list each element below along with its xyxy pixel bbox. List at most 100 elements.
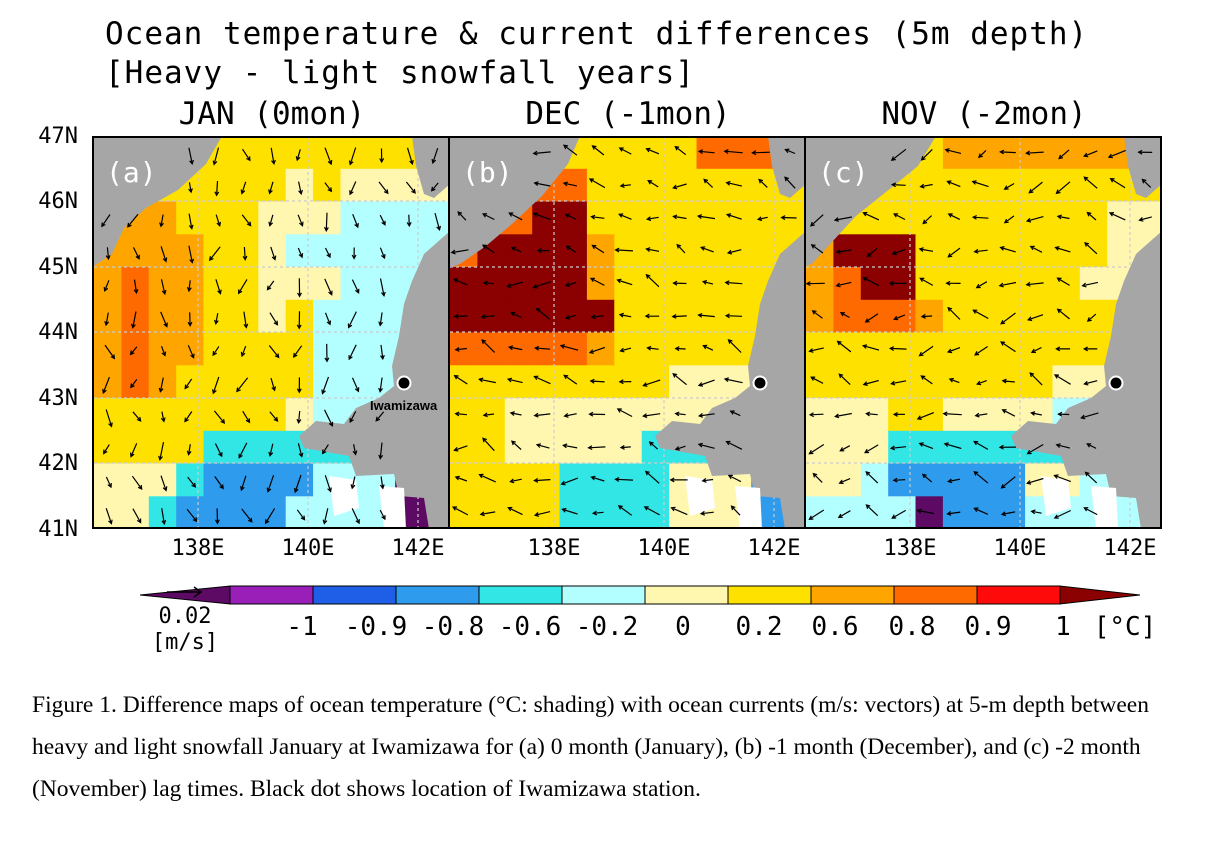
current-vector [241,214,252,227]
map-panel-b: (b) [450,136,806,529]
current-vector [510,440,522,450]
colorbar-label: 0.6 [811,612,859,642]
panel-c-title: NOV (-2mon) [881,96,1087,132]
current-vector [1025,281,1044,287]
current-vector [129,346,138,356]
current-vector [806,281,825,287]
current-vector [565,245,577,253]
current-vector [702,344,714,351]
current-vector [131,311,137,329]
current-vector [891,509,906,519]
current-vector [295,149,301,162]
current-vector [241,508,253,523]
current-vector [918,345,934,357]
colorbar-segment [810,585,895,605]
current-vector [725,180,743,187]
current-vector [811,310,823,319]
current-vector [1083,380,1098,386]
current-vector [236,377,249,393]
panel-a-title: JAN (0mon) [178,96,366,132]
current-vector [614,247,634,253]
current-vector [918,247,934,252]
current-vector [1141,178,1152,188]
current-vector [1083,150,1098,158]
figure-title-line1: Ocean temperature & current differences … [105,16,1089,52]
current-vector [973,507,989,515]
current-vector [562,144,578,156]
current-vector [1027,314,1044,322]
current-vector [588,346,606,354]
current-vector [212,346,220,357]
current-vector [701,478,714,483]
current-vector [564,281,577,287]
colorbar-label: 1 [1055,612,1071,642]
current-vector [481,244,495,254]
current-vector [243,311,249,329]
current-vector [1080,412,1099,420]
current-vector [703,178,714,188]
current-vector [808,347,824,353]
reference-vector-arrow [167,586,203,598]
current-vector [833,216,853,222]
current-vector [866,247,878,258]
current-vector [919,183,933,189]
current-vector [378,181,389,195]
colorbar-label: -0.8 [421,612,485,642]
current-vector [701,280,714,285]
current-vector [700,246,714,253]
current-vector [240,181,247,195]
current-vector [837,510,851,519]
current-vector [104,312,110,327]
current-vector [890,182,906,188]
current-vector [892,477,906,483]
current-vector [619,183,631,189]
current-vector [322,508,329,525]
current-vector [1003,182,1015,190]
current-vector [780,215,797,221]
current-vector [1025,216,1044,223]
current-vector [266,475,275,493]
current-vector [482,412,495,418]
current-vector [102,376,110,395]
current-vector [944,148,962,154]
current-vector [590,475,605,482]
current-vector [160,311,168,328]
current-vector [644,313,660,319]
panel-letter: (a) [106,156,157,189]
colorbar-segment [644,585,729,605]
colorbar-segment [229,585,314,605]
no-data-area [1041,476,1118,529]
current-vector [1025,150,1044,156]
current-vector [616,408,633,418]
current-vector [922,215,933,225]
current-vector [131,475,143,491]
current-vector [533,181,551,187]
colorbar-label: -0.9 [344,612,408,642]
current-vector [379,247,386,260]
current-vector [450,249,469,255]
current-vector [888,280,907,286]
panel-letter: (b) [462,156,513,189]
current-vector [865,471,879,484]
current-vector [351,377,360,393]
station-dot [752,375,768,391]
current-vector [348,344,357,361]
current-vector [349,411,357,424]
grid-cell [751,234,780,268]
current-vector [862,211,880,221]
lon-label-140e-c: 140E [993,536,1047,561]
current-vector [697,442,715,449]
current-vector [188,213,194,230]
current-vector [161,508,167,526]
current-vector [264,508,276,525]
current-vector [323,212,329,233]
station-dot [1108,375,1124,391]
current-vector [784,176,796,189]
panel-b-title: DEC (-1mon) [525,96,731,132]
current-vector [351,279,360,294]
current-vector [645,147,660,155]
current-vector [323,409,334,427]
current-vector [297,278,302,298]
lon-label-138e-c: 138E [883,536,937,561]
reference-vector-label: 0.02 [m/s] [140,604,230,656]
